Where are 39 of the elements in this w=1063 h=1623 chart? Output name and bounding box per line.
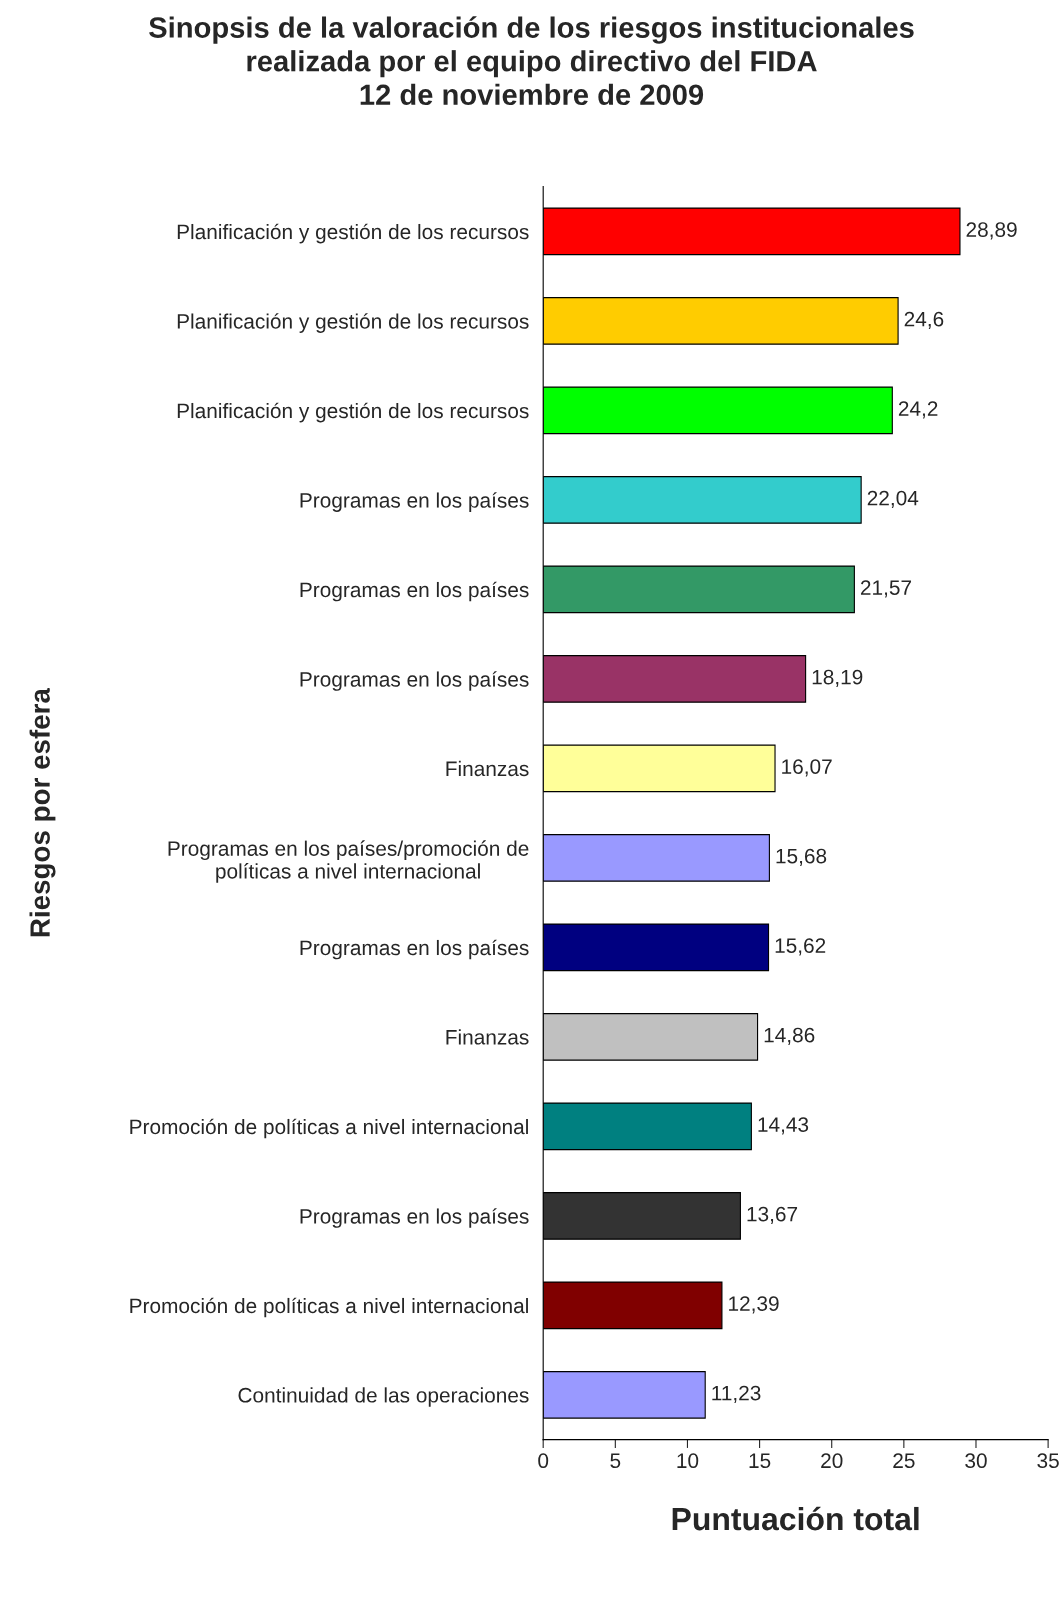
data-label: 16,07: [782, 759, 832, 777]
y-tick-label: Planificación y gestión de los recursos: [177, 223, 529, 244]
data-label: 18,19: [812, 669, 863, 687]
y-tick-label: Continuidad de las operaciones: [238, 1387, 529, 1407]
y-tick-label: Programas en los países: [300, 492, 529, 512]
x-axis-title: Puntuación total: [672, 1506, 919, 1531]
data-label: 14,86: [764, 1027, 815, 1045]
x-tick-label: 15: [749, 1453, 771, 1469]
x-tick-label: 5: [610, 1453, 621, 1469]
x-tick-label: 20: [821, 1453, 843, 1469]
x-tick-label: 25: [893, 1453, 915, 1469]
x-tick-label: 30: [965, 1453, 987, 1469]
y-tick-label: Planificación y gestión de los recursos: [177, 402, 529, 423]
x-tick-label: 0: [538, 1453, 549, 1469]
y-axis-title: Riesgos por esfera: [29, 687, 56, 937]
data-label: 28,89: [966, 222, 1017, 240]
data-label: 11,23: [712, 1385, 761, 1403]
chart-title: Sinopsis de la valoración de los riesgos institucionales realizada por el equipo directivo del FIDA 12 de noviembre de 2009: [149, 16, 914, 106]
y-tick-label: Finanzas: [446, 760, 529, 777]
data-label: 15,62: [775, 938, 826, 956]
data-label: 15,68: [776, 848, 827, 866]
data-label: 21,57: [860, 580, 912, 598]
data-label: 24,6: [904, 311, 944, 329]
y-tick-label: Planificación y gestión de los recursos: [177, 313, 529, 333]
data-label: 12,39: [729, 1296, 779, 1314]
data-label: 22,04: [867, 490, 919, 508]
y-tick-label: Programas en los países/promoción de políticas a nivel internacional: [168, 840, 529, 883]
y-tick-label: Programas en los países: [300, 1208, 529, 1228]
y-tick-label: Finanzas: [446, 1029, 529, 1045]
x-tick-label: 35: [1037, 1453, 1059, 1469]
data-label: 24,2: [898, 401, 938, 419]
y-tick-label: Promoción de políticas a nivel internacional: [130, 1297, 528, 1318]
data-label: 13,67: [747, 1206, 798, 1224]
data-label: 14,43: [758, 1117, 809, 1135]
x-tick-label: 10: [677, 1453, 699, 1469]
y-tick-label: Programas en los países: [300, 581, 529, 602]
y-tick-label: Promoción de políticas a nivel internacional: [130, 1118, 528, 1139]
y-tick-label: Programas en los países: [300, 939, 529, 960]
y-tick-label: Programas en los países: [300, 671, 529, 691]
